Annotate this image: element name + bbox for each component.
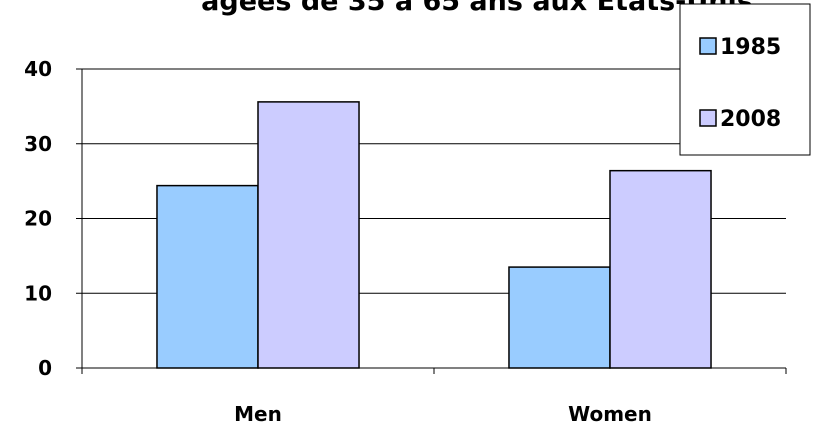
y-tick-label: 40: [24, 57, 52, 81]
legend-swatch-2008: [699, 109, 717, 127]
bar-1985-women: [508, 266, 611, 369]
axes: [76, 68, 787, 374]
y-tick-label: 20: [24, 207, 52, 231]
legend-box: [679, 3, 811, 156]
chart-title: âgées de 35 à 65 ans aux Etats-Unis: [201, 0, 753, 17]
y-tick-label: 0: [38, 356, 52, 380]
category-label: Women: [568, 402, 652, 424]
legend-swatch-1985: [699, 37, 717, 55]
legend-label: 2008: [720, 107, 781, 132]
y-tick-label: 10: [24, 281, 52, 305]
bars: [156, 101, 712, 369]
bar-2008-women: [609, 169, 712, 369]
category-label: Men: [234, 402, 282, 424]
bar-2008-men: [257, 101, 360, 369]
legend: 1985 2008: [679, 3, 811, 156]
category-labels: Men Women: [234, 402, 652, 424]
y-tick-label: 30: [24, 132, 52, 156]
bar-1985-men: [156, 184, 259, 369]
legend-label: 1985: [720, 35, 781, 60]
y-tick-labels: 0 10 20 30 40: [24, 57, 52, 380]
